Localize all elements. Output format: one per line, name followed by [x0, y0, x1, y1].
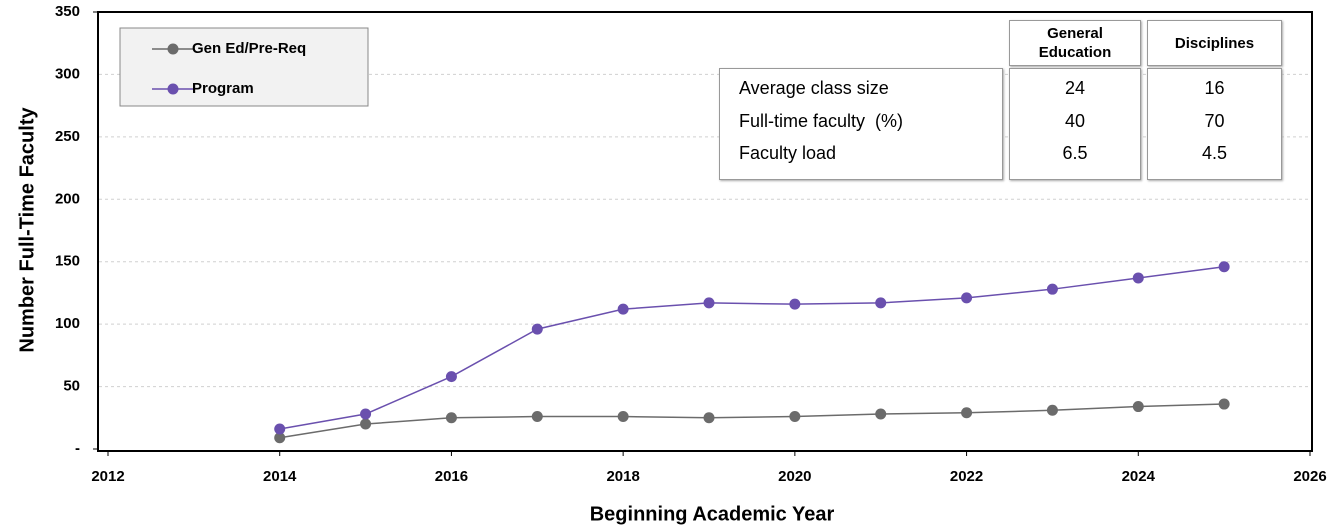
row-value: 24: [1064, 78, 1086, 98]
data-point: [875, 297, 887, 309]
y-tick-label: 150: [55, 253, 80, 270]
y-axis-label: Number Full-Time Faculty: [16, 107, 38, 353]
data-point: [789, 411, 801, 423]
x-tick-label: 2024: [1122, 468, 1156, 485]
x-tick-label: 2020: [778, 468, 811, 485]
data-point: [445, 412, 457, 424]
legend-label: Gen Ed/Pre-Req: [192, 40, 306, 57]
legend-marker: [167, 43, 179, 55]
data-point: [961, 407, 973, 419]
data-point: [1046, 283, 1058, 295]
x-axis-label: Beginning Academic Year: [590, 503, 835, 525]
value-cell: [1147, 68, 1282, 180]
data-point: [961, 292, 973, 304]
data-point: [617, 411, 629, 423]
row-value: 6.5: [1062, 143, 1088, 163]
data-point: [531, 323, 543, 335]
legend-marker: [167, 83, 179, 95]
data-point: [274, 432, 286, 444]
data-point: [1046, 404, 1058, 416]
data-point: [1218, 261, 1230, 273]
y-tick-label: -: [75, 440, 80, 457]
x-tick-label: 2012: [91, 468, 124, 485]
legend-label: Program: [192, 80, 254, 97]
y-tick-label: 200: [55, 190, 80, 207]
series-line: [279, 403, 1225, 439]
data-point: [617, 303, 629, 315]
data-point: [1218, 398, 1230, 410]
data-point: [360, 418, 372, 430]
y-tick-label: 50: [63, 378, 80, 395]
data-point: [703, 297, 715, 309]
row-label: Faculty load: [739, 143, 837, 163]
label-cell: [719, 68, 1003, 180]
data-point: [875, 408, 887, 420]
data-point: [360, 408, 372, 420]
series-line: [279, 265, 1225, 430]
y-tick-label: 250: [55, 128, 80, 145]
row-value: 70: [1204, 110, 1225, 131]
data-point: [274, 423, 286, 435]
row-value: 4.5: [1201, 143, 1228, 163]
x-tick-label: 2014: [263, 468, 297, 485]
value-cell: [1009, 68, 1141, 180]
column-header: General Education: [1009, 20, 1141, 66]
row-value: 16: [1204, 78, 1225, 98]
column-header: Disciplines: [1147, 20, 1282, 66]
y-tick-label: 300: [55, 65, 80, 82]
x-tick-label: 2022: [950, 468, 983, 485]
data-point: [1132, 272, 1144, 284]
x-tick-label: 2016: [435, 468, 468, 485]
x-tick-label: 2026: [1293, 468, 1326, 485]
data-point: [789, 298, 801, 310]
data-point: [1132, 401, 1144, 413]
legend-box: [119, 27, 369, 107]
row-label: Full-time faculty (%): [739, 110, 904, 131]
data-point: [703, 412, 715, 424]
y-tick-label: 350: [55, 3, 80, 20]
data-point: [531, 411, 543, 423]
row-label: Average class size: [739, 78, 889, 98]
y-tick-label: 100: [55, 315, 80, 332]
data-point: [445, 371, 457, 383]
row-value: 40: [1064, 110, 1086, 131]
x-tick-label: 2018: [606, 468, 639, 485]
